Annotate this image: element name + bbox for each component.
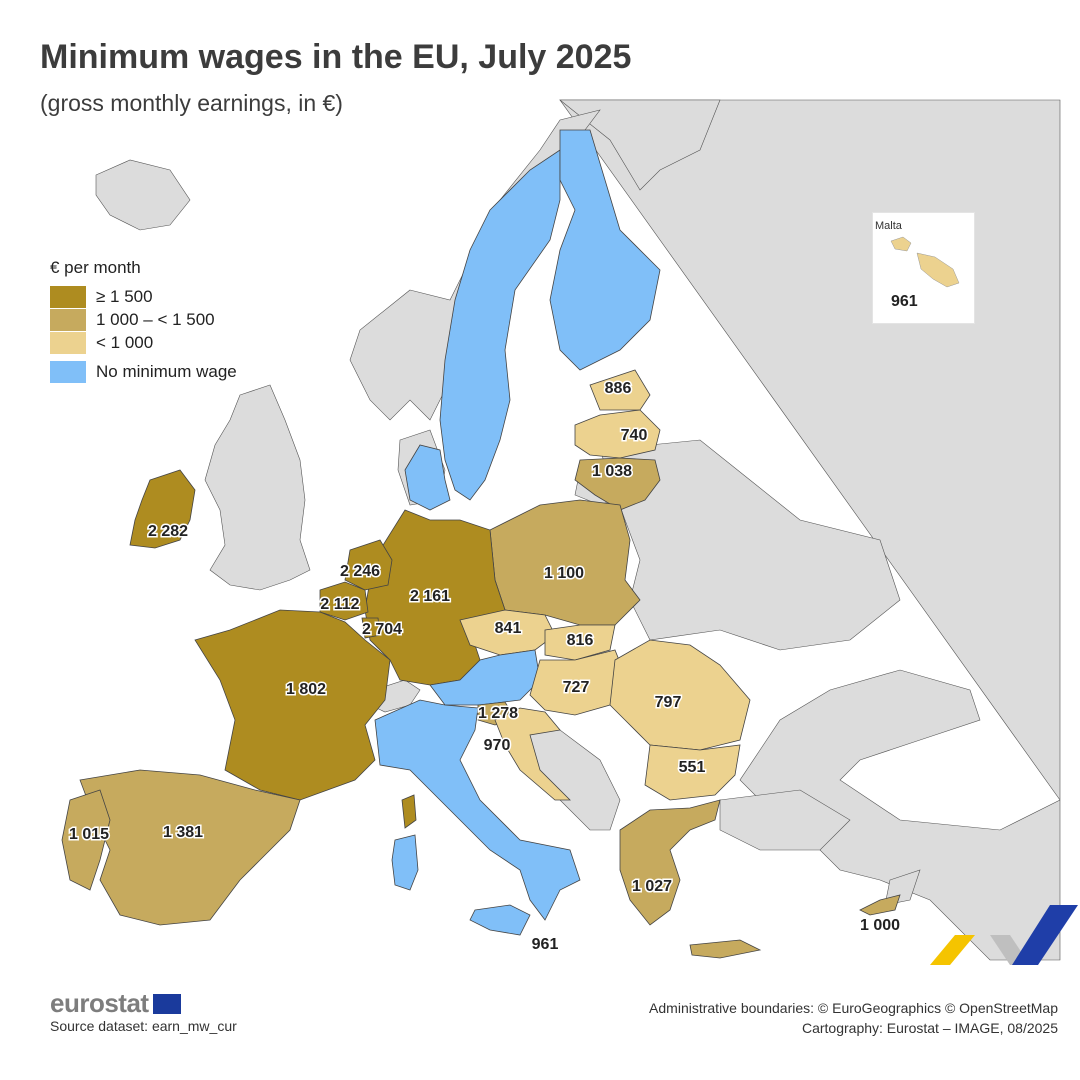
legend: € per month ≥ 1 500 1 000 – < 1 500 < 1 … xyxy=(50,258,237,384)
legend-swatch xyxy=(50,286,86,308)
label-slovakia: 816 xyxy=(567,632,594,649)
legend-label: ≥ 1 500 xyxy=(96,287,153,306)
cartography-credit: Cartography: Eurostat – IMAGE, 08/2025 xyxy=(801,1020,1058,1036)
inset-value: 961 xyxy=(891,293,918,310)
boundaries-credit: Administrative boundaries: © EuroGeograp… xyxy=(649,1000,1058,1016)
legend-label: < 1 000 xyxy=(96,333,154,352)
legend-label: No minimum wage xyxy=(96,362,237,381)
malta-shape xyxy=(890,236,960,288)
label-latvia: 740 xyxy=(621,427,648,444)
country-romania xyxy=(609,639,751,751)
label-hungary: 727 xyxy=(563,679,590,696)
label-croatia: 970 xyxy=(484,737,511,754)
country-ireland xyxy=(129,469,196,549)
label-estonia: 886 xyxy=(605,380,632,397)
country-lithuania xyxy=(574,457,661,511)
label-portugal: 1 015 xyxy=(69,826,109,843)
label-france: 1 802 xyxy=(286,681,326,698)
label-slovenia: 1 278 xyxy=(478,705,518,722)
brand-name: eurostat xyxy=(50,988,149,1018)
country-luxembourg xyxy=(361,617,381,639)
legend-swatch xyxy=(50,332,86,354)
country-latvia xyxy=(574,409,661,459)
country-croatia xyxy=(494,707,571,801)
label-romania: 797 xyxy=(655,694,682,711)
island-sicily xyxy=(469,904,531,936)
value-labels: 2 282 2 246 2 112 2 704 2 161 1 802 1 38… xyxy=(67,379,901,955)
legend-item: No minimum wage xyxy=(50,361,237,383)
country-spain xyxy=(79,769,301,926)
inset-title: Malta xyxy=(875,220,902,232)
eu-countries xyxy=(61,129,901,959)
label-malta-main: 961 xyxy=(532,936,559,953)
legend-item: < 1 000 xyxy=(50,332,237,354)
legend-item: 1 000 – < 1 500 xyxy=(50,309,237,331)
eurostat-logo: eurostat xyxy=(50,988,181,1019)
map-title: Minimum wages in the EU, July 2025 xyxy=(40,38,632,76)
country-slovakia xyxy=(544,624,616,661)
label-luxembourg: 2 704 xyxy=(362,621,402,638)
legend-label: 1 000 – < 1 500 xyxy=(96,310,215,329)
country-netherlands xyxy=(344,539,393,591)
eu-flag-icon xyxy=(152,993,181,1014)
legend-swatch xyxy=(50,309,86,331)
label-lithuania: 1 038 xyxy=(592,463,632,480)
label-poland: 1 100 xyxy=(544,565,584,582)
country-greece xyxy=(619,799,721,926)
country-france xyxy=(194,609,391,801)
label-greece: 1 027 xyxy=(632,878,672,895)
legend-title: € per month xyxy=(50,258,141,277)
country-bulgaria xyxy=(644,744,741,801)
map-subtitle: (gross monthly earnings, in €) xyxy=(40,90,343,116)
country-austria xyxy=(429,649,541,706)
country-poland xyxy=(489,499,641,626)
label-spain: 1 381 xyxy=(163,824,203,841)
decorative-stripes xyxy=(930,905,1078,965)
label-cyprus: 1 000 xyxy=(860,917,900,934)
source-dataset: Source dataset: earn_mw_cur xyxy=(50,1018,237,1034)
country-finland xyxy=(549,129,661,371)
label-ireland: 2 282 xyxy=(148,523,188,540)
label-czechia: 841 xyxy=(495,620,522,637)
label-belgium: 2 112 xyxy=(320,596,359,613)
label-netherlands: 2 246 xyxy=(340,563,380,580)
country-cyprus xyxy=(859,894,901,916)
country-sweden xyxy=(439,149,561,501)
island-corsica xyxy=(401,794,417,829)
country-italy xyxy=(374,699,581,921)
credits: Administrative boundaries: © EuroGeograp… xyxy=(649,998,1058,1038)
country-denmark xyxy=(404,444,451,511)
island-sardinia xyxy=(391,834,419,891)
label-germany: 2 161 xyxy=(410,588,450,605)
country-portugal xyxy=(61,789,111,891)
label-bulgaria: 551 xyxy=(679,759,706,776)
legend-item: ≥ 1 500 xyxy=(50,286,237,308)
island-crete xyxy=(689,939,762,959)
malta-inset: Malta 961 xyxy=(872,212,975,324)
legend-swatch xyxy=(50,361,86,383)
country-estonia xyxy=(589,369,651,411)
